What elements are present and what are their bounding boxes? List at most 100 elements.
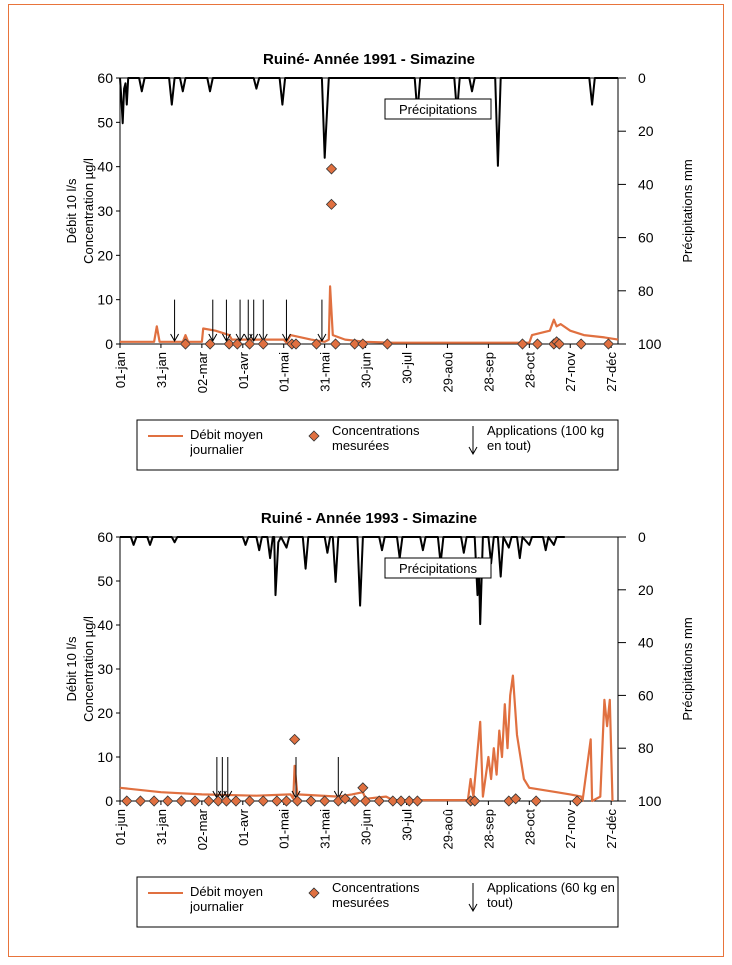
y-tick-label: 10 <box>97 749 113 765</box>
application-arrow <box>212 757 222 800</box>
x-tick-label: 28-sep <box>481 809 496 849</box>
y-axis-label: Débit 10 l/s <box>64 636 79 702</box>
legend-label-box: Applications (60 kg en tout) <box>487 880 615 910</box>
frame <box>8 4 724 957</box>
x-tick-label: 01-jan <box>113 352 128 388</box>
x-tick-label: 31-mai <box>318 809 333 849</box>
y-tick-label: 30 <box>97 203 113 219</box>
concentration-point <box>516 338 529 350</box>
concentration-point <box>134 795 147 807</box>
chart-title: Ruiné- Année 1991 - Simazine <box>263 51 475 68</box>
x-tick-label: 01-avr <box>236 351 251 389</box>
flow-line <box>120 285 619 344</box>
concentration-point <box>403 795 415 807</box>
plot-frame <box>119 77 619 345</box>
legend-label-box: Concentrations mesurées <box>332 423 420 453</box>
concentration-point <box>244 795 256 807</box>
y-tick-label: 20 <box>97 705 113 721</box>
application-arrow <box>282 299 291 343</box>
x-tick-label: 01-avr <box>236 808 251 846</box>
concentration-point <box>289 733 301 745</box>
x-tick-label: 28-sep <box>481 352 496 392</box>
concentration-point <box>349 338 361 350</box>
concentration-point <box>373 795 385 807</box>
concentration-point <box>257 795 269 807</box>
y2-tick-label: 0 <box>638 529 646 545</box>
application-arrow <box>258 299 268 343</box>
legend-marker <box>308 430 320 442</box>
y2-tick-label: 80 <box>638 283 654 299</box>
legend-label: Applications (100 kg en tout) <box>487 423 605 453</box>
concentration-point <box>244 338 256 350</box>
concentration-point <box>510 793 522 805</box>
x-tick-label: 27-déc <box>604 809 619 849</box>
concentration-point <box>220 795 232 807</box>
x-tick-label: 30-jun <box>359 352 374 388</box>
y2-tick-label: 80 <box>638 740 654 756</box>
y2-axis-label: Précipitations mm <box>680 617 695 720</box>
arrow-shaft <box>221 299 231 343</box>
y2-tick-label: 100 <box>638 793 662 809</box>
concentration-point <box>602 338 615 350</box>
y2-tick-label: 60 <box>638 230 654 246</box>
x-tick-label: 27-nov <box>563 352 578 392</box>
precipitation-line <box>119 77 618 167</box>
arrow-shaft <box>249 299 259 343</box>
application-arrow <box>243 299 253 343</box>
arrow-shaft <box>333 757 343 800</box>
legend-label: Concentrations mesurées <box>332 423 420 453</box>
x-tick-label: 01-mai <box>277 352 292 392</box>
arrow-shaft <box>208 299 218 343</box>
y-tick-label: 20 <box>97 247 113 263</box>
x-tick-label: 31-jan <box>154 809 169 845</box>
y2-tick-label: 20 <box>638 123 654 139</box>
concentration-point <box>121 795 133 807</box>
concentration-point <box>575 338 587 350</box>
x-tick-label: 02-mar <box>195 351 210 393</box>
x-tick-label: 28-oct <box>522 809 537 846</box>
flow-line <box>119 674 614 803</box>
concentration-point <box>339 793 351 805</box>
concentration-point <box>357 782 369 794</box>
concentration-point <box>212 795 224 807</box>
concentration-point <box>179 338 192 350</box>
concentration-point <box>203 795 215 807</box>
arrow-shaft <box>217 757 227 800</box>
arrow-shaft <box>212 757 222 800</box>
plot-frame <box>119 536 619 802</box>
concentration-point <box>204 338 216 350</box>
concentration-point <box>290 338 302 350</box>
concentration-point <box>411 795 424 807</box>
application-arrow <box>249 299 259 343</box>
x-tick-label: 31-jan <box>154 352 169 388</box>
y-axis-label: Concentration µg/l <box>81 616 96 722</box>
legend-label: Applications (60 kg en tout) <box>487 880 615 910</box>
concentration-point <box>305 795 317 807</box>
y-tick-label: 10 <box>97 292 113 308</box>
annotation-box <box>384 98 492 120</box>
arrow-shaft <box>317 299 327 343</box>
concentration-point <box>162 795 174 807</box>
y-tick-label: 0 <box>105 336 113 352</box>
concentration-point <box>223 338 235 350</box>
arrow-shaft <box>282 299 291 343</box>
x-tick-label: 30-jul <box>400 352 415 384</box>
y2-tick-label: 60 <box>638 687 654 703</box>
concentration-point <box>291 795 303 807</box>
concentration-point <box>257 338 269 350</box>
x-tick-label: 27-déc <box>604 352 619 392</box>
y-tick-label: 50 <box>97 114 113 130</box>
concentration-point <box>387 795 399 807</box>
application-arrow <box>217 757 227 800</box>
x-tick-label: 27-nov <box>563 809 578 849</box>
arrow-shaft <box>170 299 180 343</box>
concentration-point <box>469 795 481 807</box>
concentration-point <box>571 795 583 807</box>
concentration-point <box>325 163 338 175</box>
y-tick-label: 40 <box>97 159 113 175</box>
y-axis-label: Concentration µg/l <box>81 158 96 264</box>
legend-label: Concentrations mesurées <box>332 880 420 910</box>
concentration-point <box>531 338 544 350</box>
chart-title: Ruiné - Année 1993 - Simazine <box>261 510 477 527</box>
